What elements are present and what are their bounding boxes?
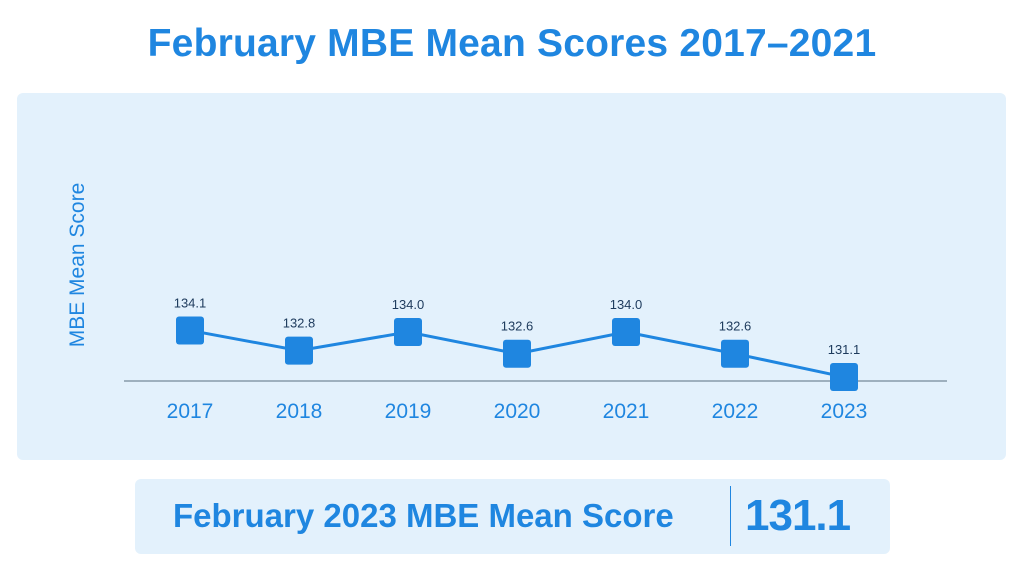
data-label: 134.0 <box>610 297 643 312</box>
data-point-marker <box>830 362 858 391</box>
x-tick-label: 2020 <box>494 400 541 423</box>
summary-value: 131.1 <box>745 491 851 540</box>
data-label: 132.8 <box>283 316 316 331</box>
chart-panel: MBE Mean Score 134.1 2017 132.8 2018 134.0 20… <box>17 93 1006 460</box>
data-point-marker <box>503 339 531 368</box>
data-point-marker <box>612 318 640 346</box>
data-label: 132.6 <box>501 319 534 334</box>
x-tick-label: 2018 <box>276 400 323 423</box>
summary-divider <box>730 486 731 546</box>
data-point-marker <box>285 336 313 365</box>
y-axis-label: MBE Mean Score <box>66 183 89 348</box>
x-tick-label: 2017 <box>167 400 214 423</box>
x-tick-label: 2022 <box>712 400 759 423</box>
page-title: February MBE Mean Scores 2017–2021 <box>147 22 877 65</box>
data-point-marker <box>394 318 422 346</box>
data-label: 132.6 <box>719 319 752 334</box>
x-tick-label: 2019 <box>385 400 432 423</box>
x-tick-label: 2021 <box>603 400 650 423</box>
data-point-marker <box>176 316 204 345</box>
summary-label: February 2023 MBE Mean Score <box>173 497 674 534</box>
data-point-marker <box>721 339 749 368</box>
data-label: 134.1 <box>174 295 207 310</box>
line-chart: MBE Mean Score 134.1 2017 132.8 2018 134.0 20… <box>66 183 947 423</box>
data-label: 131.1 <box>828 342 861 357</box>
data-label: 134.0 <box>392 297 425 312</box>
x-tick-label: 2023 <box>821 400 868 423</box>
summary-box: February 2023 MBE Mean Score 131.1 <box>135 479 890 554</box>
